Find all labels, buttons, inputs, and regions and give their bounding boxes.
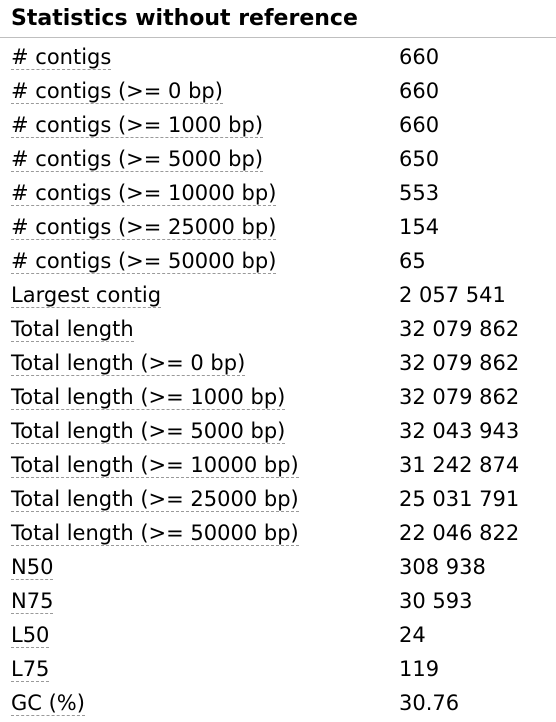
table-row: Total length (>= 10000 bp) 31 242 874 xyxy=(0,448,556,482)
metric-value: 660 xyxy=(399,45,440,69)
metric-label[interactable]: Total length (>= 0 bp) xyxy=(11,350,246,376)
metric-value: 32 043 943 xyxy=(399,419,520,443)
table-row: L75 119 xyxy=(0,652,556,686)
table-row: # contigs (>= 5000 bp) 650 xyxy=(0,142,556,176)
metric-label[interactable]: # contigs (>= 50000 bp) xyxy=(11,248,277,274)
table-row: N50 308 938 xyxy=(0,550,556,584)
table-row: Total length (>= 50000 bp) 22 046 822 xyxy=(0,516,556,550)
statistics-table: # contigs 660 # contigs (>= 0 bp) 660 # … xyxy=(0,40,556,720)
table-row: GC (%) 30.76 xyxy=(0,686,556,720)
table-row: N75 30 593 xyxy=(0,584,556,618)
metric-value: 31 242 874 xyxy=(399,453,520,477)
metric-value: 119 xyxy=(399,657,440,681)
metric-value: 32 079 862 xyxy=(399,351,520,375)
table-row: Total length (>= 25000 bp) 25 031 791 xyxy=(0,482,556,516)
metric-value: 32 079 862 xyxy=(399,385,520,409)
metric-value: 553 xyxy=(399,181,440,205)
metric-label[interactable]: Total length (>= 50000 bp) xyxy=(11,520,299,546)
metric-label[interactable]: GC (%) xyxy=(11,690,85,716)
metric-label[interactable]: # contigs (>= 25000 bp) xyxy=(11,214,277,240)
metric-label[interactable]: Total length (>= 5000 bp) xyxy=(11,418,286,444)
metric-value: 24 xyxy=(399,623,426,647)
metric-label[interactable]: Total length (>= 10000 bp) xyxy=(11,452,299,478)
metric-value: 660 xyxy=(399,79,440,103)
metric-value: 30.76 xyxy=(399,691,460,715)
metric-value: 660 xyxy=(399,113,440,137)
metric-label[interactable]: L75 xyxy=(11,656,50,682)
metric-label[interactable]: L50 xyxy=(11,622,50,648)
table-row: Total length (>= 5000 bp) 32 043 943 xyxy=(0,414,556,448)
metric-value: 32 079 862 xyxy=(399,317,520,341)
metric-value: 2 057 541 xyxy=(399,283,506,307)
metric-label[interactable]: Total length xyxy=(11,316,134,342)
metric-label[interactable]: N75 xyxy=(11,588,54,614)
metric-value: 308 938 xyxy=(399,555,486,579)
table-row: Total length 32 079 862 xyxy=(0,312,556,346)
section-title: Statistics without reference xyxy=(0,0,556,38)
metric-label[interactable]: # contigs (>= 5000 bp) xyxy=(11,146,264,172)
table-row: # contigs (>= 25000 bp) 154 xyxy=(0,210,556,244)
metric-value: 154 xyxy=(399,215,440,239)
metric-value: 30 593 xyxy=(399,589,473,613)
metric-label[interactable]: N50 xyxy=(11,554,54,580)
metric-value: 650 xyxy=(399,147,440,171)
metric-value: 25 031 791 xyxy=(399,487,520,511)
table-row: # contigs (>= 50000 bp) 65 xyxy=(0,244,556,278)
metric-value: 65 xyxy=(399,249,426,273)
metric-label[interactable]: Largest contig xyxy=(11,282,162,308)
metric-label[interactable]: # contigs (>= 10000 bp) xyxy=(11,180,277,206)
table-row: # contigs 660 xyxy=(0,40,556,74)
metric-label[interactable]: # contigs (>= 1000 bp) xyxy=(11,112,264,138)
metric-value: 22 046 822 xyxy=(399,521,520,545)
table-row: Total length (>= 1000 bp) 32 079 862 xyxy=(0,380,556,414)
metric-label[interactable]: # contigs xyxy=(11,44,112,70)
table-row: # contigs (>= 0 bp) 660 xyxy=(0,74,556,108)
table-row: # contigs (>= 1000 bp) 660 xyxy=(0,108,556,142)
table-row: L50 24 xyxy=(0,618,556,652)
metric-label[interactable]: Total length (>= 1000 bp) xyxy=(11,384,286,410)
metric-label[interactable]: Total length (>= 25000 bp) xyxy=(11,486,299,512)
table-row: # contigs (>= 10000 bp) 553 xyxy=(0,176,556,210)
table-row: Largest contig 2 057 541 xyxy=(0,278,556,312)
table-row: Total length (>= 0 bp) 32 079 862 xyxy=(0,346,556,380)
metric-label[interactable]: # contigs (>= 0 bp) xyxy=(11,78,223,104)
